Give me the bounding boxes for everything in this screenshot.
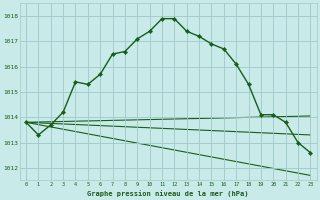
X-axis label: Graphe pression niveau de la mer (hPa): Graphe pression niveau de la mer (hPa) <box>87 190 249 197</box>
